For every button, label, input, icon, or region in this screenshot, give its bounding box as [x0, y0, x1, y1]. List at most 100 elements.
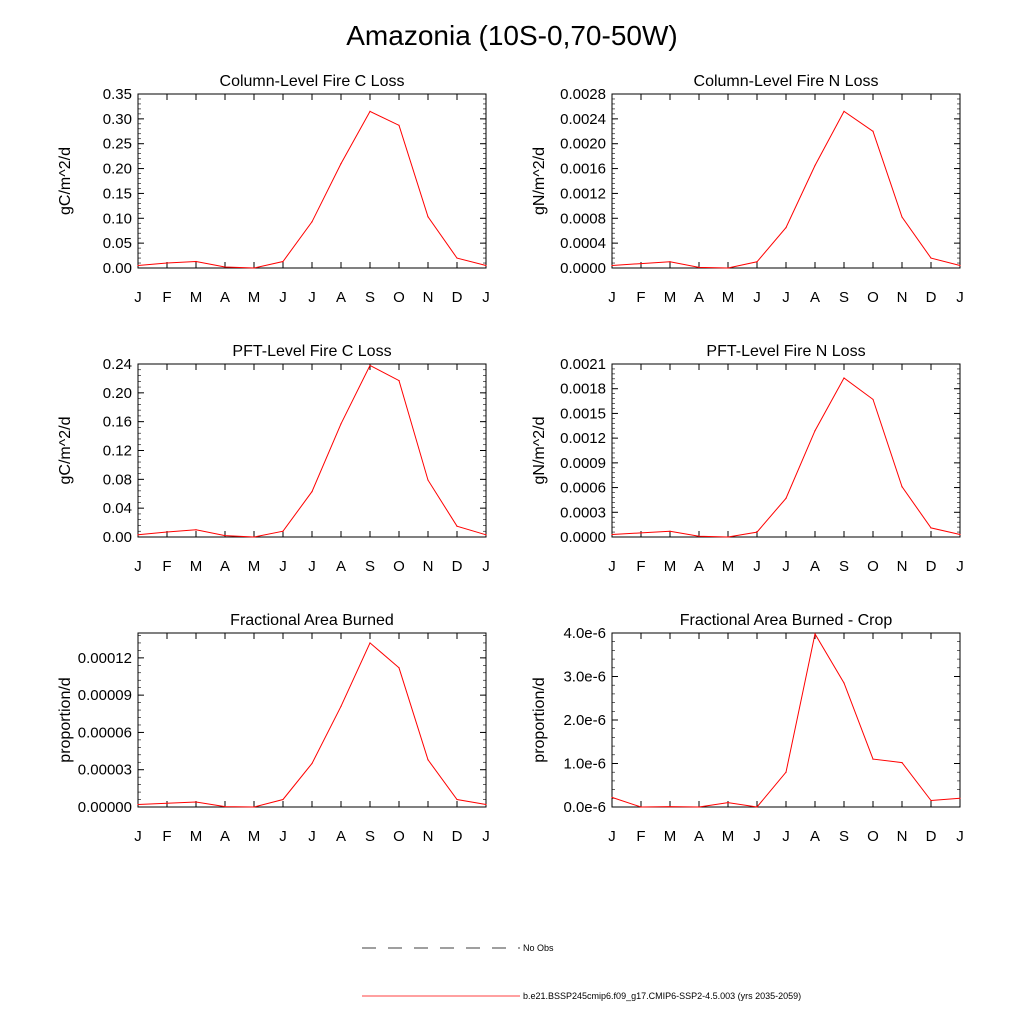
- data-point: [195, 529, 197, 531]
- x-tick-label: M: [664, 289, 677, 306]
- data-point: [311, 221, 313, 223]
- y-tick-label: 2.0e-6: [563, 712, 606, 729]
- chart-panel-6: Fractional Area Burned - Crop proportion/…: [531, 612, 964, 845]
- data-point: [785, 771, 787, 773]
- y-tick-label: 0.00000: [78, 799, 132, 816]
- y-tick-label: 0.0009: [560, 455, 606, 472]
- data-point: [669, 261, 671, 263]
- chart-panel-2: Column-Level Fire N Loss gN/m^2/d 0.0000 0.…: [531, 73, 964, 306]
- data-point: [340, 163, 342, 165]
- data-point: [456, 798, 458, 801]
- x-tick-label: F: [162, 828, 171, 845]
- y-tick-label: 0.0000: [560, 529, 606, 546]
- data-point: [872, 398, 874, 401]
- data-point: [901, 486, 903, 488]
- data-point: [872, 130, 874, 132]
- x-tick-label: J: [308, 289, 316, 306]
- y-tick-label: 0.0000: [560, 260, 606, 277]
- chart-legend: No Obs b.e21.BSSP245cmip6.f09_g17.CMIP6-…: [362, 943, 801, 1001]
- x-tick-label: J: [279, 828, 287, 845]
- legend-model-label: b.e21.BSSP245cmip6.f09_g17.CMIP6-SSP2-4.…: [523, 991, 801, 1001]
- x-tick-label: J: [482, 558, 490, 575]
- y-tick-label: 0.0020: [560, 136, 606, 153]
- data-point: [166, 802, 168, 804]
- data-point: [785, 497, 787, 499]
- x-tick-label: N: [897, 828, 908, 845]
- data-point: [843, 377, 845, 379]
- x-tick-label: J: [782, 558, 790, 575]
- x-tick-label: F: [636, 289, 645, 306]
- series-line: [137, 642, 487, 808]
- x-tick-label: D: [452, 289, 463, 306]
- plot-frame: [137, 93, 487, 269]
- x-tick-label: J: [134, 828, 142, 845]
- x-tick-label: O: [393, 558, 405, 575]
- x-tick-label: D: [926, 828, 937, 845]
- data-point: [282, 260, 284, 263]
- x-tick-label: D: [452, 558, 463, 575]
- x-tick-label: M: [722, 558, 735, 575]
- y-tick-label: 4.0e-6: [563, 625, 606, 642]
- data-point: [137, 534, 139, 536]
- y-tick-label: 0.35: [103, 86, 132, 103]
- data-point: [959, 264, 961, 267]
- x-tick-label: J: [308, 828, 316, 845]
- data-point: [669, 530, 671, 532]
- series-line: [137, 364, 487, 538]
- x-tick-label: O: [393, 828, 405, 845]
- data-point: [959, 797, 961, 799]
- panel-title: Column-Level Fire C Loss: [220, 73, 405, 90]
- x-tick-label: J: [134, 558, 142, 575]
- chart-panels: Column-Level Fire C Loss gC/m^2/d 0.00 0.05…: [57, 73, 964, 845]
- data-point: [930, 527, 932, 529]
- x-tick-label: M: [722, 828, 735, 845]
- data-point: [311, 490, 313, 493]
- data-point: [166, 531, 168, 533]
- data-point: [166, 262, 168, 264]
- x-tick-label: F: [162, 289, 171, 306]
- y-tick-label: 0.25: [103, 136, 132, 153]
- panel-title: Fractional Area Burned - Crop: [680, 612, 893, 629]
- data-point: [843, 682, 845, 684]
- x-tick-label: J: [753, 558, 761, 575]
- x-tick-label: J: [753, 289, 761, 306]
- y-tick-label: 0.30: [103, 111, 132, 128]
- data-point: [485, 534, 487, 536]
- plot-frame: [611, 632, 961, 808]
- data-point: [369, 642, 371, 644]
- data-point: [698, 266, 700, 268]
- plot-frame: [137, 363, 487, 538]
- y-tick-label: 0.10: [103, 210, 132, 227]
- x-tick-label: N: [423, 558, 434, 575]
- data-point: [727, 267, 729, 269]
- panel-title: PFT-Level Fire C Loss: [232, 343, 391, 360]
- legend-obs-label: No Obs: [523, 943, 554, 953]
- y-axis-label: gC/m^2/d: [57, 417, 74, 485]
- data-point: [611, 264, 613, 267]
- data-point: [756, 531, 758, 533]
- x-tick-label: J: [753, 828, 761, 845]
- y-tick-label: 0.15: [103, 185, 132, 202]
- data-point: [814, 633, 816, 635]
- x-tick-label: O: [867, 289, 879, 306]
- y-tick-label: 0.20: [103, 385, 132, 402]
- x-tick-label: S: [839, 558, 849, 575]
- x-tick-label: S: [365, 828, 375, 845]
- plot-frame: [611, 93, 961, 269]
- x-tick-label: J: [608, 828, 616, 845]
- data-point: [930, 799, 932, 802]
- y-axis-label: proportion/d: [57, 677, 74, 762]
- x-tick-label: D: [926, 558, 937, 575]
- x-tick-label: A: [810, 289, 820, 306]
- x-tick-label: A: [336, 558, 346, 575]
- data-point: [137, 264, 139, 267]
- series-line: [611, 632, 961, 808]
- figure-title: Amazonia (10S-0,70-50W): [346, 20, 678, 51]
- data-point: [843, 110, 845, 112]
- y-tick-label: 0.0006: [560, 480, 606, 497]
- data-point: [340, 423, 342, 425]
- data-point: [427, 479, 429, 481]
- data-point: [224, 806, 226, 808]
- chart-panel-3: PFT-Level Fire C Loss gC/m^2/d 0.00 0.04 0.0…: [57, 343, 490, 575]
- y-tick-label: 3.0e-6: [563, 669, 606, 686]
